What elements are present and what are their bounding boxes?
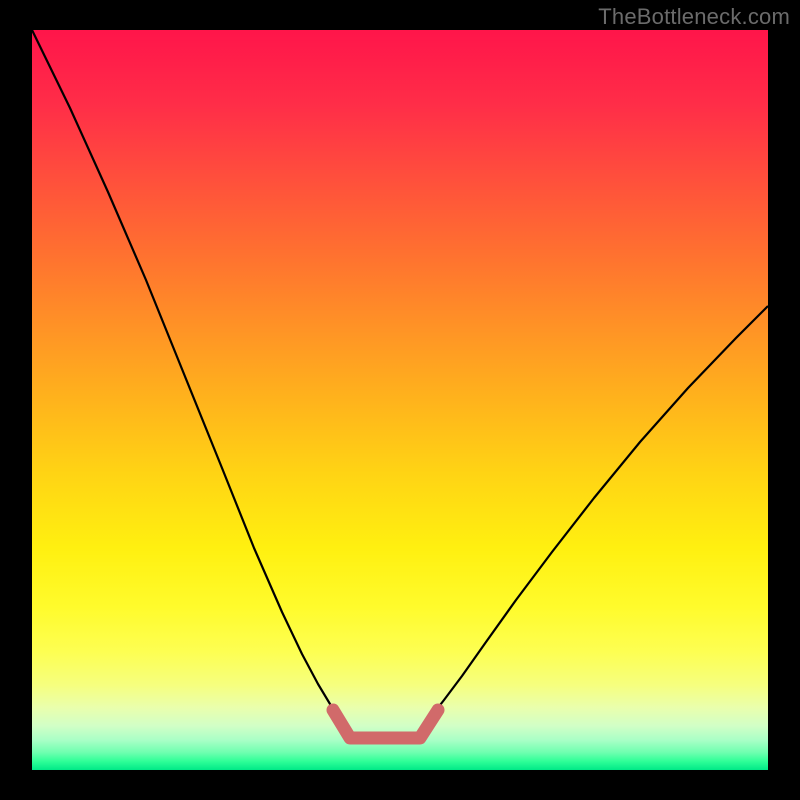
- chart-frame: TheBottleneck.com: [0, 0, 800, 800]
- bottleneck-curve-chart: [0, 0, 800, 800]
- watermark-text: TheBottleneck.com: [598, 4, 790, 30]
- gradient-background: [32, 30, 768, 770]
